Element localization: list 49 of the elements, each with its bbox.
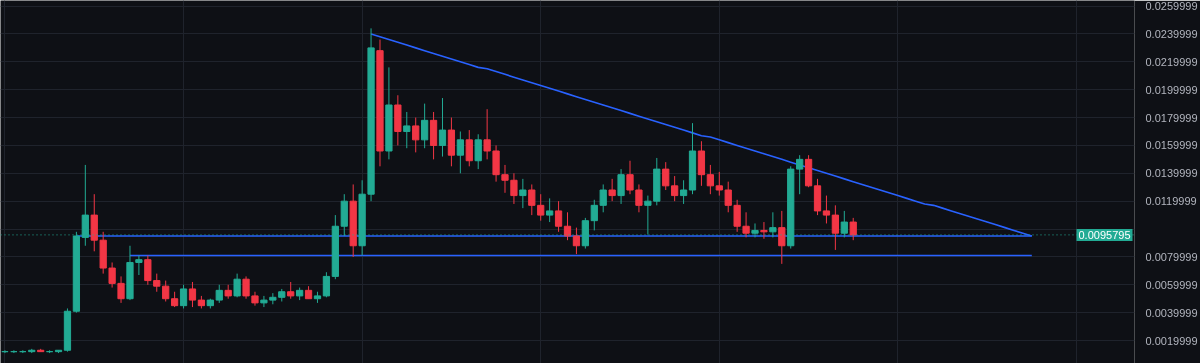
y-tick-label: 0.0119999 <box>1145 195 1197 208</box>
candlestick <box>537 193 545 222</box>
candlestick <box>849 217 857 241</box>
y-tick-label: 0.0019999 <box>1145 334 1198 347</box>
candlestick <box>831 204 839 251</box>
candlestick <box>572 227 581 255</box>
candlestick <box>474 133 482 170</box>
candlestick <box>671 175 679 202</box>
candlestick <box>179 284 188 309</box>
candlestick <box>162 280 170 302</box>
candlestick <box>322 271 331 298</box>
candlestick <box>760 221 768 240</box>
candlestick <box>662 161 670 191</box>
candlestick <box>421 103 429 149</box>
candlestick <box>635 183 643 213</box>
candlestick <box>519 178 527 209</box>
candlestick <box>822 195 831 224</box>
candlestick <box>626 160 634 195</box>
y-tick-label: 0.0039999 <box>1145 306 1198 319</box>
candlestick <box>483 108 491 160</box>
candlestick <box>778 210 786 265</box>
candlestick <box>188 281 197 308</box>
candlestick <box>599 183 607 213</box>
candlestick <box>608 178 616 202</box>
y-tick-label: 0.0159999 <box>1145 139 1198 152</box>
y-tick-label: 0.0239999 <box>1145 27 1198 40</box>
y-tick-label: 0.0079999 <box>1145 250 1198 263</box>
candlestick <box>412 117 420 153</box>
candlestick <box>590 199 598 231</box>
candlestick <box>528 183 536 216</box>
candlestick <box>546 197 554 223</box>
y-tick-label: 0.0259999 <box>1145 0 1198 13</box>
candlestick <box>242 275 250 300</box>
candlestick <box>465 129 473 167</box>
y-tick-label: 0.0059999 <box>1145 278 1198 291</box>
candlestick <box>679 179 688 205</box>
candlestick <box>456 130 464 174</box>
candlestick <box>697 140 706 187</box>
candlestick <box>403 111 411 149</box>
ref-line-label: 0.0095795 <box>1078 228 1131 241</box>
candlestick <box>563 211 572 241</box>
candlestick <box>706 164 714 195</box>
y-tick-label: 0.0139999 <box>1145 167 1198 180</box>
y-tick-label: 0.0179999 <box>1145 111 1198 124</box>
y-tick-label: 0.0219999 <box>1145 55 1198 68</box>
y-tick-label: 0.0199999 <box>1145 83 1198 96</box>
candlestick <box>438 97 447 158</box>
candlestick <box>554 200 563 233</box>
candlestick <box>617 168 625 205</box>
